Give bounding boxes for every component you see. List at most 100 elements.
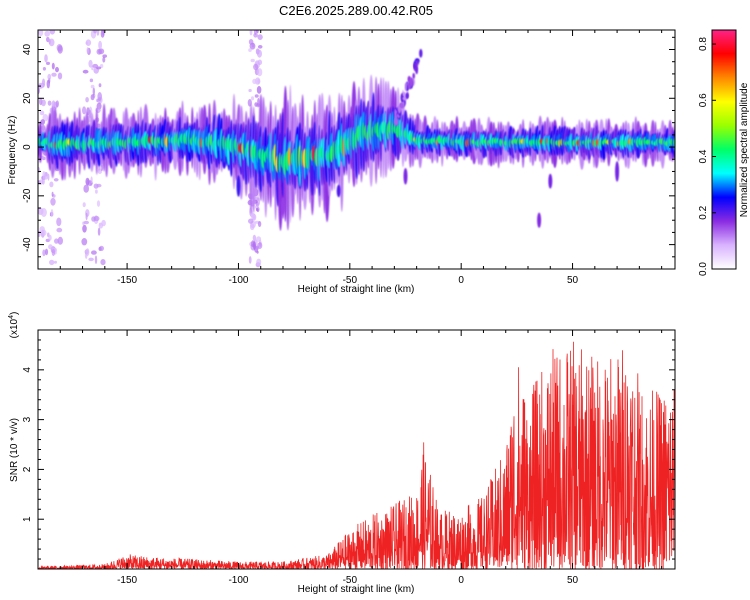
spectrogram-cell-134 bbox=[92, 87, 96, 96]
spectrogram-dip-6 bbox=[615, 161, 620, 182]
spectrogram-cell-56 bbox=[51, 191, 54, 197]
spectrogram-cell-43 bbox=[46, 61, 50, 65]
spectrogram-cell-1353 bbox=[415, 66, 419, 75]
spectrogram-cell-1350 bbox=[400, 103, 405, 109]
spectrogram-cell-166 bbox=[98, 83, 102, 88]
spectrogram-cell-138 bbox=[88, 59, 93, 68]
spectrogram-cell-38 bbox=[54, 260, 57, 264]
spectrogram-cell-188 bbox=[253, 33, 258, 38]
spectrogram-cell-23 bbox=[56, 217, 62, 227]
spectrogram-cell-158 bbox=[85, 41, 89, 45]
snr-y-multiplier: (x104) bbox=[8, 312, 20, 339]
spectrogram-cell-250 bbox=[249, 42, 256, 50]
spectrogram-cell-1349 bbox=[416, 59, 419, 65]
spectrogram-cell-146 bbox=[90, 94, 95, 101]
spectrogram-cell-218 bbox=[257, 45, 263, 49]
spectrogram-cell-1332 bbox=[412, 72, 416, 79]
y-tick-label-4: 40 bbox=[22, 44, 33, 56]
spectrogram-cell-1344 bbox=[393, 118, 399, 126]
spectrogram-cell-227 bbox=[250, 58, 255, 63]
snr-x-axis-label: Height of straight line (km) bbox=[298, 584, 415, 595]
spectrogram-cell-191 bbox=[250, 96, 255, 101]
snr-panel: -150 -100 -50 0 50 1 2 3 4 Height of straight l… bbox=[8, 312, 676, 595]
spectrogram-cell-132 bbox=[89, 78, 94, 83]
spectrogram-cell-231 bbox=[257, 68, 263, 77]
spectrogram-cell-184 bbox=[249, 30, 253, 36]
spectrogram-cell-31 bbox=[54, 238, 59, 244]
spectrogram-cell-255 bbox=[256, 30, 259, 34]
spectrogram-cell-167 bbox=[100, 30, 105, 38]
spectrogram-cell-46 bbox=[44, 54, 48, 63]
colorbar-tick-label-2: 0.4 bbox=[698, 149, 709, 163]
spectrogram-cell-86 bbox=[40, 119, 45, 125]
spectrogram-cell-148 bbox=[98, 40, 102, 50]
spectrogram-cell-174 bbox=[97, 92, 102, 101]
spectrogram-cell-155 bbox=[102, 56, 106, 63]
y-tick-label-2: 0 bbox=[22, 144, 33, 150]
x-tick-label-0: -150 bbox=[117, 275, 137, 286]
spectrogram-cell-193 bbox=[249, 223, 255, 230]
spectrogram-cell-75 bbox=[57, 236, 63, 245]
spectrogram-cell-225 bbox=[254, 94, 259, 98]
spectrogram-cell-107 bbox=[96, 183, 102, 188]
spectrogram-cell-254 bbox=[248, 48, 252, 52]
spectrogram-cell-1331 bbox=[394, 108, 397, 118]
spectrogram-cell-233 bbox=[257, 49, 262, 58]
spectrogram-cell-88 bbox=[41, 177, 45, 185]
spectrogram-cell-1351 bbox=[413, 63, 416, 70]
spectrogram-x-ticks: -150 -100 -50 0 50 bbox=[59, 30, 663, 286]
spectrogram-cell-94 bbox=[98, 48, 105, 55]
snr-y-multiplier-exp: 4 bbox=[8, 315, 15, 319]
spectrogram-cell-8 bbox=[51, 72, 57, 77]
x-tick-label-0: -150 bbox=[117, 575, 137, 586]
spectrogram-cell-53 bbox=[49, 259, 55, 266]
spectrogram-cell-119 bbox=[83, 220, 90, 225]
spectrogram-cell-32 bbox=[39, 110, 45, 116]
spectrogram-cell-109 bbox=[82, 202, 86, 208]
spectrogram-cell-58 bbox=[50, 209, 54, 217]
snr-y-tick-label-1: 2 bbox=[22, 466, 33, 472]
spectrogram-cell-1323 bbox=[419, 48, 423, 58]
spectrogram-cell-140 bbox=[85, 248, 90, 256]
spectrogram-cell-130 bbox=[95, 189, 98, 194]
spectrogram-cell-29 bbox=[53, 178, 59, 182]
spectrogram-cell-172 bbox=[99, 222, 102, 226]
spectrogram-cell-39 bbox=[57, 72, 63, 80]
spectrogram-cell-51 bbox=[47, 100, 52, 106]
colorbar-tick-label-1: 0.2 bbox=[698, 205, 709, 219]
spectrogram-cell-70 bbox=[47, 173, 50, 181]
spectrogram-cell-237 bbox=[256, 258, 262, 266]
spectrogram-cell-102 bbox=[81, 238, 88, 246]
spectrogram-dip-5 bbox=[537, 212, 542, 228]
spectrogram-cell-97 bbox=[94, 255, 98, 264]
x-tick-label-2: -50 bbox=[343, 275, 358, 286]
spectrogram-cell-128 bbox=[90, 176, 93, 184]
spectrogram-cell-160 bbox=[82, 106, 87, 115]
colorbar: 0.0 0.2 0.4 0.6 0.8 Normalized spectral ampl… bbox=[698, 29, 750, 276]
spectrogram-cell-0 bbox=[42, 249, 46, 257]
spectrogram-cell-54 bbox=[39, 98, 43, 106]
spectrogram-cell-235 bbox=[253, 30, 257, 35]
spectrogram-cell-256 bbox=[255, 207, 259, 212]
spectrogram-cell-258 bbox=[257, 242, 263, 250]
colorbar-tick-label-3: 0.6 bbox=[698, 93, 709, 107]
spectrogram-cell-25 bbox=[47, 73, 52, 80]
spectrogram-dip-0 bbox=[236, 175, 241, 197]
spectrogram-cell-219 bbox=[256, 250, 259, 254]
x-tick-label-4: 50 bbox=[567, 575, 579, 586]
spectrogram-cell-244 bbox=[257, 221, 262, 227]
y-tick-label-1: -20 bbox=[22, 188, 33, 203]
spectrogram-dip-1 bbox=[281, 197, 285, 214]
spectrogram-y-ticks: -40 -20 0 20 40 bbox=[22, 36, 675, 270]
spectrogram-dip-2 bbox=[336, 184, 341, 198]
x-tick-label-4: 50 bbox=[567, 275, 579, 286]
spectrogram-cell-68 bbox=[44, 248, 49, 256]
spectrogram-cell-170 bbox=[82, 69, 89, 74]
spectrogram-cell-175 bbox=[100, 259, 106, 266]
snr-y-multiplier-close: ) bbox=[9, 312, 20, 315]
snr-series-line bbox=[38, 341, 675, 569]
spectrogram-cell-133 bbox=[82, 224, 87, 233]
x-tick-label-1: -100 bbox=[228, 275, 248, 286]
spectrogram-cell-10 bbox=[49, 30, 56, 35]
spectrogram-cell-269 bbox=[252, 78, 257, 85]
